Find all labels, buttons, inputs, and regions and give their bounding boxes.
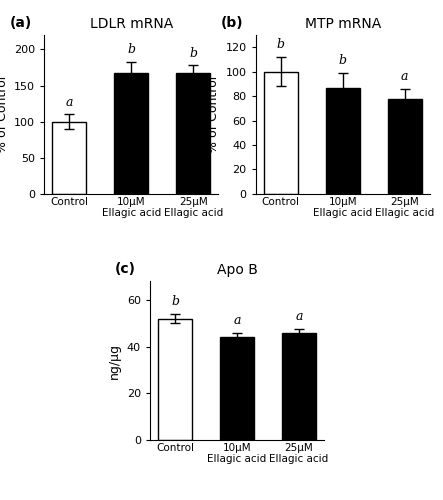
Text: a: a — [295, 310, 303, 324]
Title: MTP mRNA: MTP mRNA — [305, 17, 381, 31]
Text: b: b — [277, 38, 285, 52]
Title: Apo B: Apo B — [217, 263, 257, 277]
Bar — [220, 337, 254, 440]
Bar — [326, 88, 360, 194]
Bar — [264, 72, 298, 194]
Bar — [282, 332, 316, 440]
Text: (a): (a) — [9, 16, 32, 30]
Y-axis label: % of Control: % of Control — [207, 76, 220, 153]
Text: a: a — [401, 70, 408, 83]
Text: a: a — [233, 314, 241, 328]
Y-axis label: % of Control: % of Control — [0, 76, 8, 153]
Text: b: b — [189, 47, 197, 60]
Title: LDLR mRNA: LDLR mRNA — [89, 17, 173, 31]
Y-axis label: ng/μg: ng/μg — [109, 342, 121, 378]
Text: (c): (c) — [115, 262, 136, 276]
Text: b: b — [127, 43, 135, 56]
Text: b: b — [339, 54, 347, 68]
Bar — [158, 318, 192, 440]
Bar — [52, 122, 86, 194]
Text: (b): (b) — [221, 16, 244, 30]
Bar — [176, 72, 210, 194]
Bar — [114, 72, 148, 194]
Text: b: b — [171, 296, 179, 308]
Bar — [388, 98, 422, 194]
Text: a: a — [66, 96, 73, 109]
